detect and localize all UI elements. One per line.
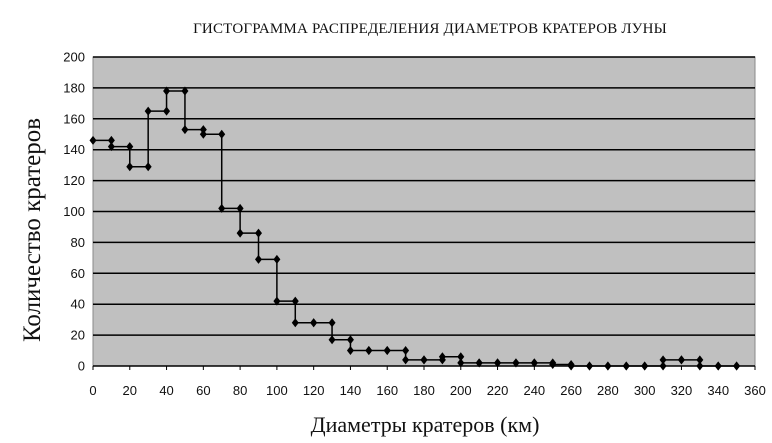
x-tick-label: 160	[376, 383, 398, 398]
y-tick-label: 100	[63, 204, 85, 219]
data-marker	[383, 346, 391, 356]
data-marker	[457, 358, 465, 368]
y-tick-label: 40	[71, 297, 85, 312]
data-marker	[714, 361, 722, 371]
data-marker	[365, 346, 373, 356]
data-marker	[733, 361, 741, 371]
data-marker	[144, 162, 152, 172]
data-marker	[328, 335, 336, 345]
chart-title: ГИСТОГРАММА РАСПРЕДЕЛЕНИЯ ДИАМЕТРОВ КРАТ…	[193, 21, 667, 37]
data-marker	[255, 254, 262, 264]
data-marker	[181, 86, 189, 96]
x-tick-label: 280	[597, 383, 619, 398]
data-marker	[328, 318, 336, 328]
data-marker	[181, 125, 189, 135]
data-marker	[291, 296, 299, 306]
data-marker	[291, 318, 299, 328]
x-tick-label: 360	[744, 383, 766, 398]
data-marker	[438, 352, 446, 362]
y-tick-label: 140	[63, 142, 85, 157]
y-axis-label: Количество кратеров	[19, 118, 46, 342]
x-tick-label: 240	[523, 383, 545, 398]
data-marker	[457, 352, 465, 362]
x-tick-label: 100	[266, 383, 288, 398]
x-tick-label: 80	[233, 383, 247, 398]
data-marker	[622, 361, 630, 371]
data-marker	[273, 296, 281, 306]
y-axis-ticks: 0 20 40 60 80 100 120 140 160 180 200	[63, 50, 85, 374]
data-marker	[273, 254, 281, 264]
data-marker	[696, 361, 704, 371]
y-tick-label: 0	[78, 359, 85, 374]
x-tick-label: 340	[707, 383, 729, 398]
y-tick-label: 180	[63, 80, 85, 95]
data-marker	[126, 162, 134, 172]
data-marker	[107, 135, 115, 145]
data-marker	[218, 203, 226, 213]
data-marker	[402, 346, 410, 356]
data-marker	[641, 361, 649, 371]
data-marker	[549, 359, 557, 369]
data-marker	[402, 355, 410, 365]
data-marker	[346, 346, 354, 356]
y-tick-label: 160	[63, 111, 85, 126]
data-marker	[199, 125, 207, 135]
x-tick-label: 200	[450, 383, 472, 398]
x-tick-label: 300	[634, 383, 656, 398]
x-tick-label: 40	[159, 383, 173, 398]
x-tick-label: 0	[89, 383, 96, 398]
data-marker	[512, 358, 520, 368]
data-marker	[89, 135, 97, 145]
data-marker	[236, 228, 244, 238]
data-marker	[126, 142, 134, 152]
data-marker	[346, 335, 354, 345]
x-tick-label: 140	[340, 383, 362, 398]
x-tick-label: 220	[487, 383, 509, 398]
gridlines	[93, 56, 755, 367]
x-tick-label: 60	[196, 383, 210, 398]
data-marker	[218, 129, 226, 139]
data-marker	[199, 129, 207, 139]
x-tick-label: 120	[303, 383, 325, 398]
data-marker	[107, 142, 115, 152]
y-tick-label: 60	[71, 266, 85, 281]
data-marker	[659, 361, 667, 371]
data-marker	[530, 358, 538, 368]
data-marker	[163, 86, 171, 96]
x-tick-label: 20	[123, 383, 137, 398]
data-marker	[659, 355, 667, 365]
data-marker	[494, 358, 502, 368]
y-tick-label: 20	[71, 328, 85, 343]
data-marker	[144, 106, 152, 116]
x-tick-label: 320	[671, 383, 693, 398]
x-tick-label: 180	[413, 383, 435, 398]
data-markers	[89, 86, 741, 371]
data-marker	[567, 361, 575, 371]
data-marker	[475, 358, 483, 368]
y-tick-label: 120	[63, 173, 85, 188]
x-tick-label: 260	[560, 383, 582, 398]
data-marker	[255, 228, 262, 238]
data-marker	[310, 318, 318, 328]
y-tick-label: 200	[63, 50, 85, 65]
data-marker	[696, 355, 704, 365]
data-marker	[163, 106, 171, 116]
data-marker	[586, 361, 593, 371]
x-axis-label: Диаметры кратеров (км)	[311, 412, 540, 437]
data-marker	[420, 355, 428, 365]
y-tick-label: 80	[71, 235, 85, 250]
data-marker	[677, 355, 685, 365]
data-marker	[236, 203, 244, 213]
x-axis-ticks: 0 20 40 60 80 100 120 140 160 180 200 220 240 260 280 3…	[89, 366, 766, 398]
data-marker	[604, 361, 612, 371]
